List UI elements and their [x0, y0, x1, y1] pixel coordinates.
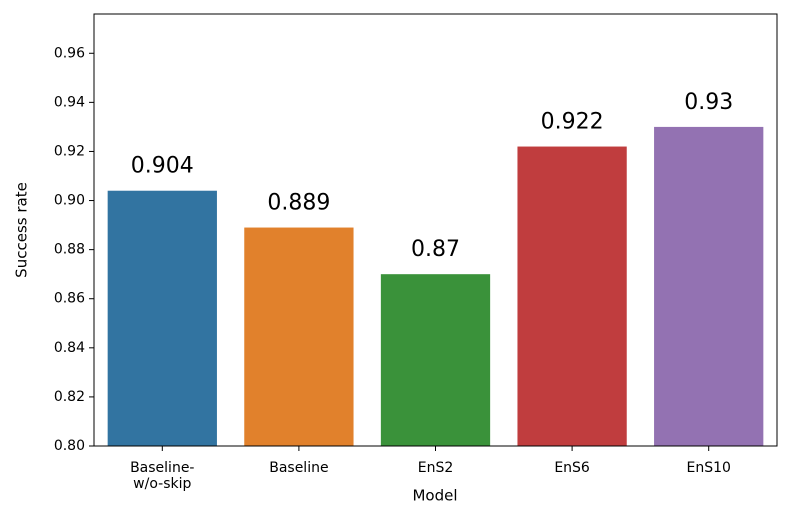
value-label: 0.87: [411, 237, 460, 262]
bar: [107, 190, 217, 446]
x-tick-label: EnS10: [686, 460, 730, 476]
bar: [654, 126, 764, 446]
y-tick-label: 0.86: [54, 291, 85, 307]
y-tick-label: 0.96: [54, 45, 85, 61]
x-tick-label: EnS2: [418, 460, 454, 476]
y-tick-label: 0.84: [54, 340, 85, 356]
y-tick-label: 0.80: [54, 438, 85, 454]
bar: [380, 274, 491, 446]
y-axis-label: Success rate: [13, 182, 31, 278]
bar: [517, 146, 627, 446]
y-tick-label: 0.94: [54, 94, 85, 110]
value-label: 0.904: [131, 154, 194, 179]
x-tick-label: Baseline-w/o-skip: [130, 460, 194, 492]
value-label: 0.889: [267, 191, 330, 216]
x-tick-label: EnS6: [554, 460, 590, 476]
plot-frame: [93, 13, 778, 447]
y-tick-label: 0.90: [54, 193, 85, 209]
value-label: 0.922: [541, 110, 604, 135]
y-tick-label: 0.92: [54, 143, 85, 159]
x-axis-label: Model: [412, 487, 457, 505]
bar: [244, 227, 354, 446]
value-label: 0.93: [684, 90, 733, 115]
x-tick-label: Baseline: [269, 460, 328, 476]
y-tick-label: 0.82: [54, 389, 85, 405]
y-tick-label: 0.88: [54, 242, 85, 258]
